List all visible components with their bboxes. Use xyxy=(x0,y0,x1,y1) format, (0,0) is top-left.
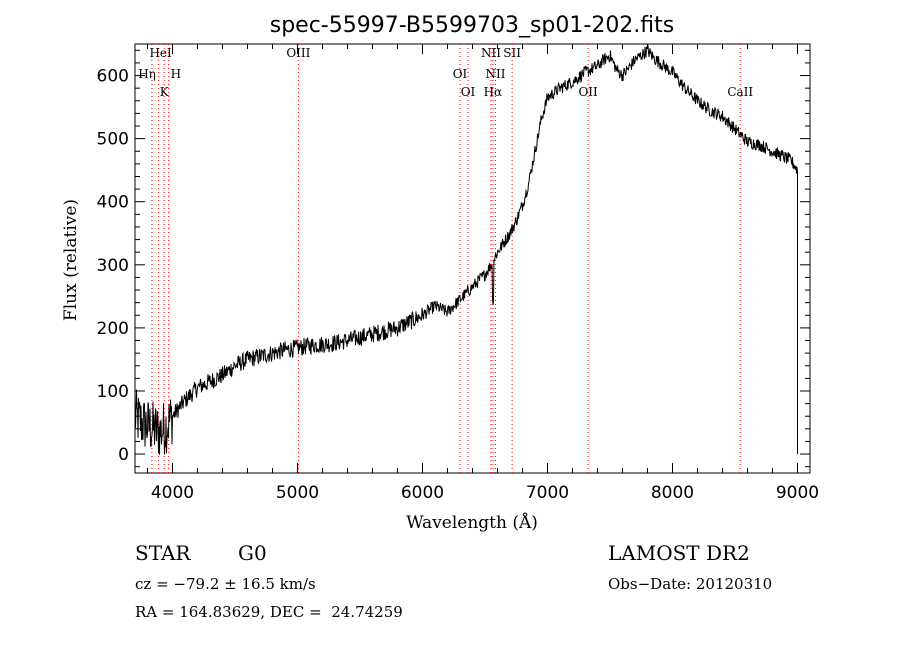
spectral-line-labels: HeI Hη HK OIII OI OI NII NII Hα SII OII CaII xyxy=(138,46,753,99)
survey-name: LAMOST DR2 xyxy=(608,541,750,565)
redshift-text: cz = −79.2 ± 16.5 km/s xyxy=(135,575,316,593)
spectral-line-label: CaII xyxy=(727,85,753,99)
spectral-line-markers xyxy=(151,44,741,473)
x-tick-label: 9000 xyxy=(776,483,819,503)
chart-title: spec-55997-B5599703_sp01-202.fits xyxy=(270,13,675,38)
x-tick-label: 5000 xyxy=(276,483,319,503)
y-tick-label: 0 xyxy=(118,445,129,465)
spectral-line-label: NII xyxy=(481,46,501,60)
coordinates-text: RA = 164.83629, DEC = 24.74259 xyxy=(135,603,403,621)
x-tick-label: 4000 xyxy=(151,483,194,503)
spectral-line-label: OIII xyxy=(286,46,310,60)
spectral-line-label: H xyxy=(171,67,181,81)
spectrum-series-line xyxy=(134,44,798,455)
y-tick-label: 600 xyxy=(97,67,129,87)
x-axis: 4000 5000 6000 7000 8000 9000 xyxy=(147,44,819,503)
y-tick-label: 300 xyxy=(97,256,129,276)
x-tick-label: 7000 xyxy=(526,483,569,503)
x-tick-label: 6000 xyxy=(401,483,444,503)
x-axis-label: Wavelength (Å) xyxy=(406,512,538,533)
y-tick-label: 500 xyxy=(97,130,129,150)
spectral-line-label: OI xyxy=(461,85,476,99)
y-tick-label: 100 xyxy=(97,382,129,402)
y-axis: 0 100 200 300 400 500 600 xyxy=(97,49,810,468)
spectral-line-label: OI xyxy=(453,67,468,81)
x-tick-label: 8000 xyxy=(651,483,694,503)
spectral-line-label: SII xyxy=(503,46,521,60)
spectral-line-label: NII xyxy=(486,67,506,81)
spectral-subclass: G0 xyxy=(238,541,267,565)
spectral-line-label: Hα xyxy=(484,85,503,99)
y-tick-label: 200 xyxy=(97,319,129,339)
spectral-line-label: K xyxy=(160,85,170,99)
y-axis-label: Flux (relative) xyxy=(61,199,81,321)
y-tick-label: 400 xyxy=(97,193,129,213)
spectral-line-label: OII xyxy=(578,85,598,99)
observation-date: Obs−Date: 20120310 xyxy=(608,575,773,593)
spectral-line-label: HeI xyxy=(149,46,172,60)
spectral-line-label: Hη xyxy=(138,67,156,81)
object-class: STAR xyxy=(135,541,191,565)
